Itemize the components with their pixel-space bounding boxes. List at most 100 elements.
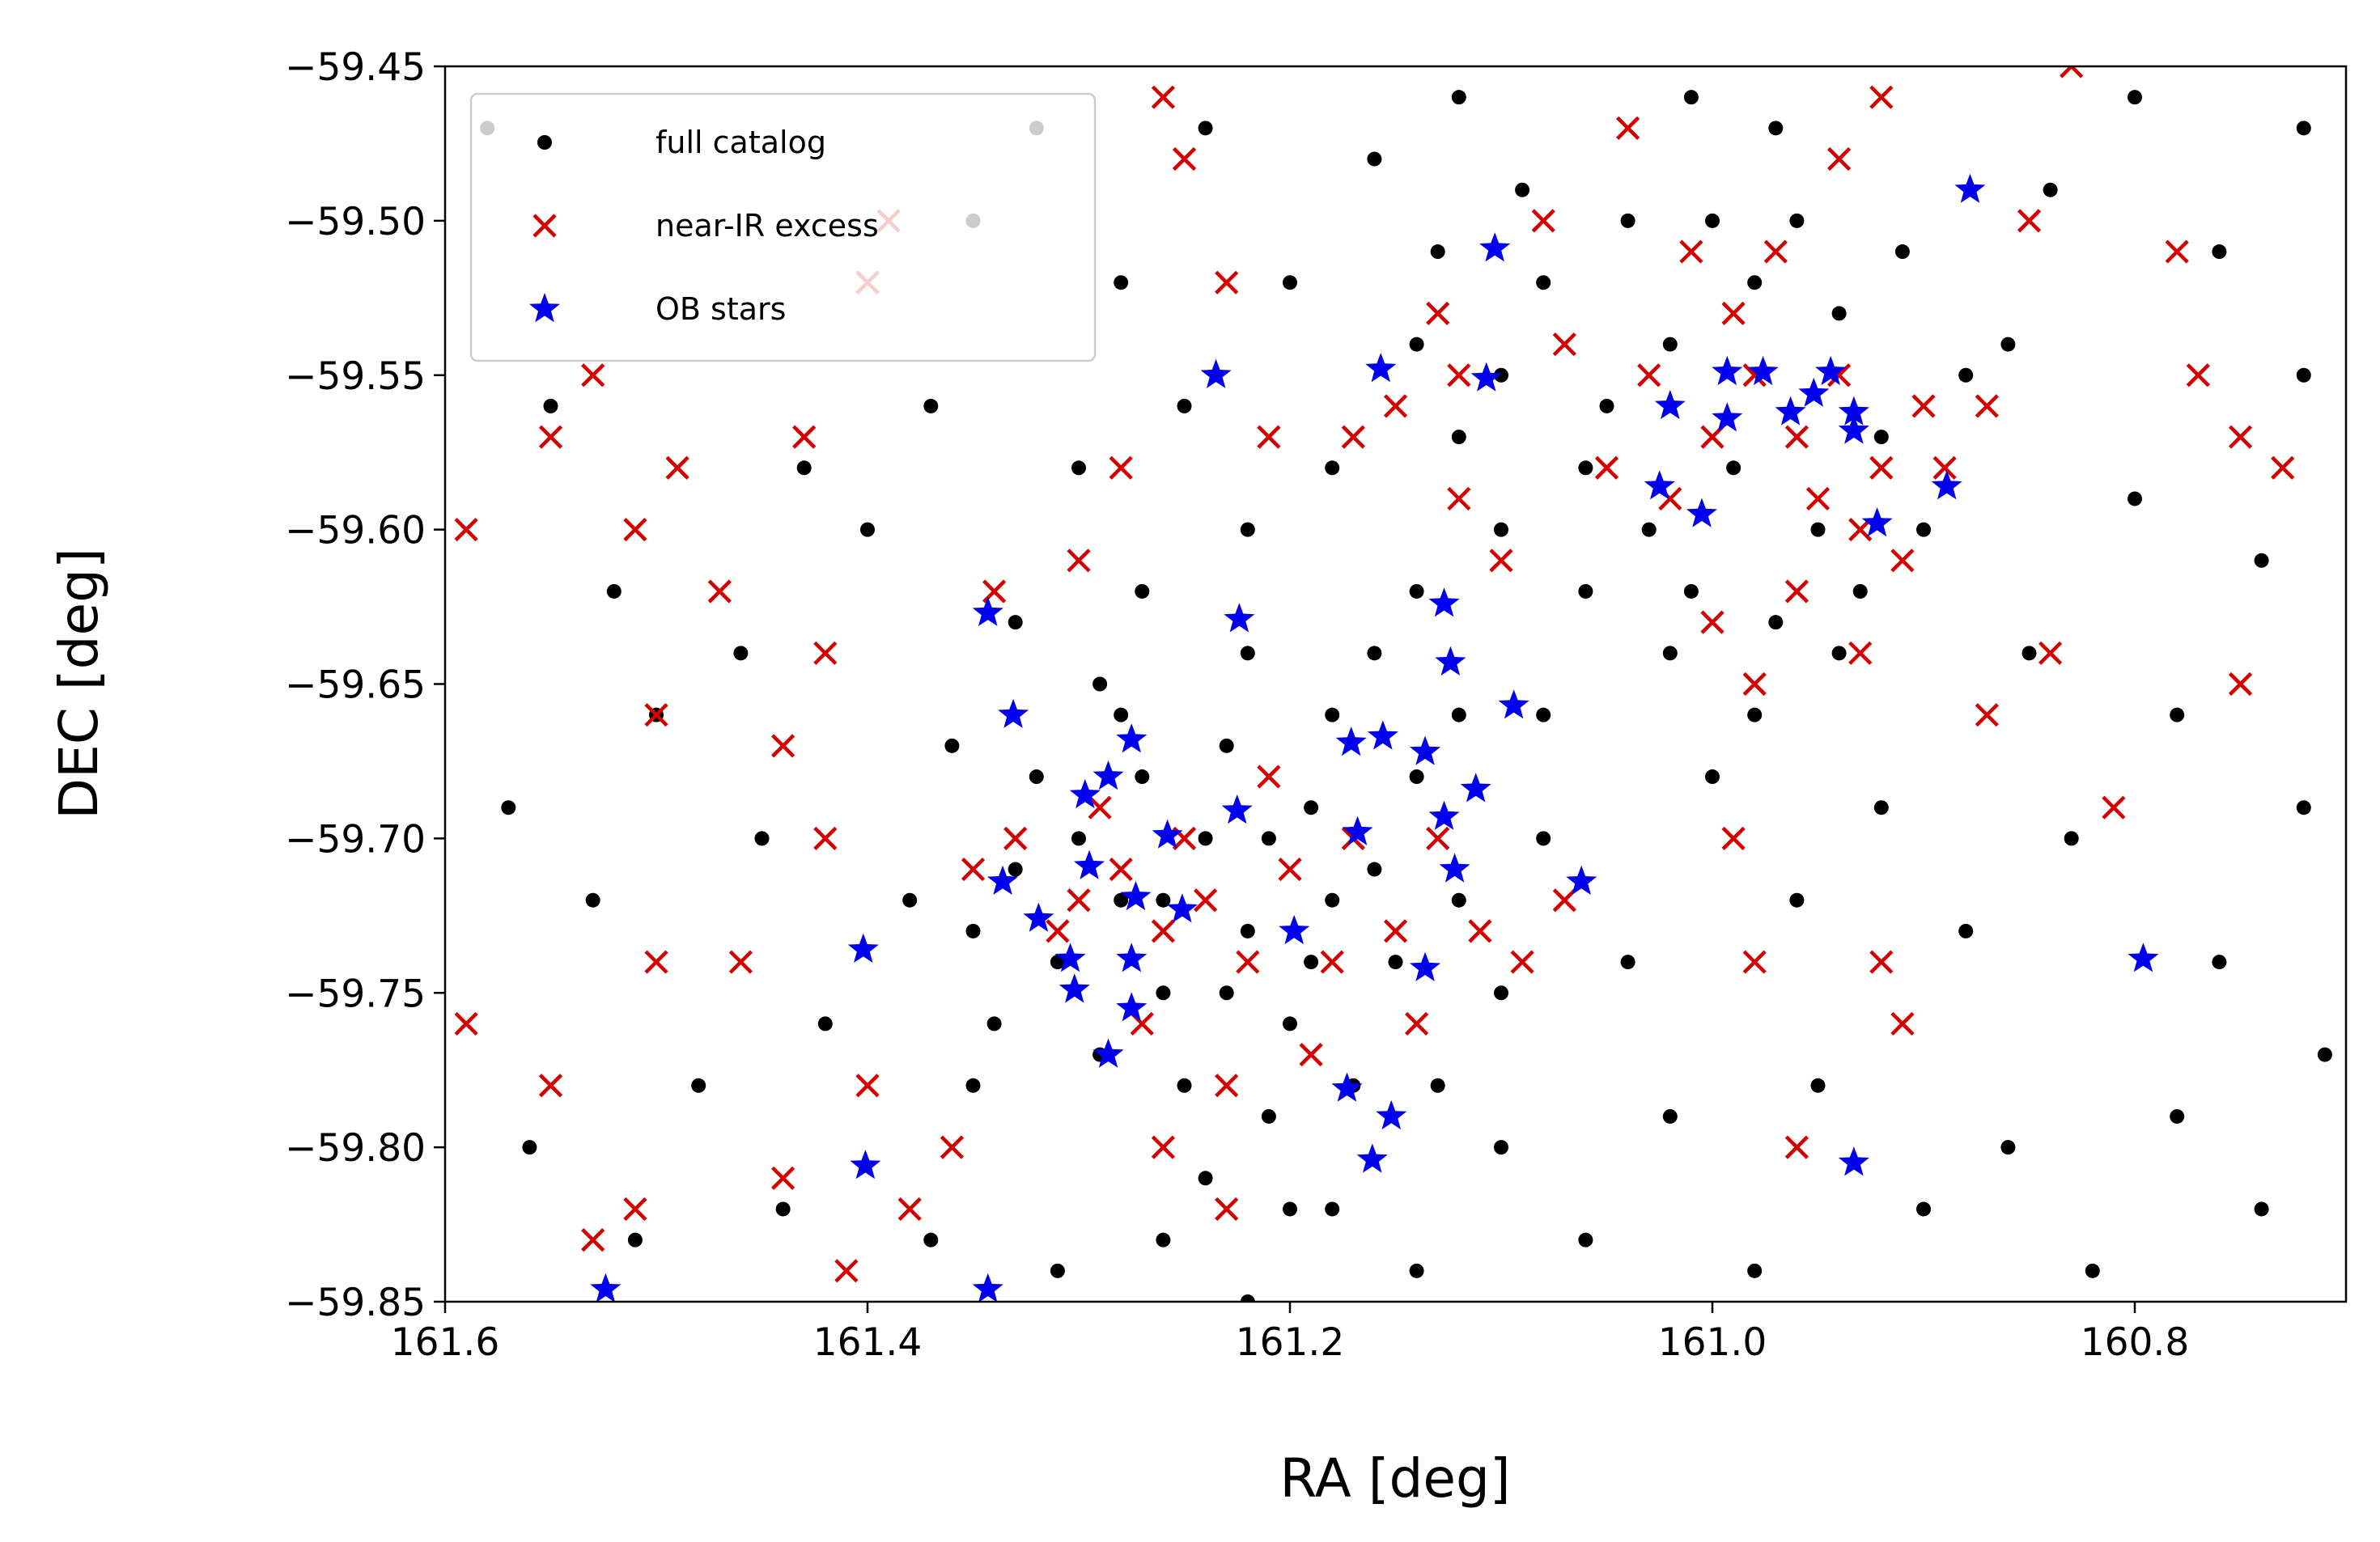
y-tick-label: −59.50 — [285, 200, 426, 244]
near-ir-excess-point — [581, 363, 605, 388]
near-ir-excess-point — [1869, 950, 1894, 974]
ob-star-point — [972, 596, 1003, 626]
legend-label: near-IR excess — [655, 208, 879, 244]
ob-star-point — [987, 865, 1019, 895]
ob-star-point — [1566, 865, 1597, 895]
catalog-point — [1662, 337, 1678, 352]
near-ir-excess-point — [1067, 549, 1091, 573]
catalog-legend-icon — [537, 135, 552, 150]
x-tick-label: 161.0 — [1658, 1320, 1767, 1365]
ob-star-point — [1654, 389, 1686, 420]
near-ir-excess-point — [1975, 394, 1999, 418]
ob-star-point — [1069, 778, 1101, 809]
catalog-point — [2317, 1047, 2332, 1062]
near-ir-excess-point — [813, 641, 838, 665]
catalog-point — [1578, 583, 1593, 599]
ob-star-point — [1798, 377, 1830, 407]
catalog-point — [2254, 1201, 2269, 1217]
legend-box — [469, 92, 1097, 362]
ob-star-point — [1116, 992, 1148, 1022]
near-ir-excess-point — [2165, 239, 2189, 264]
catalog-point — [1451, 430, 1466, 445]
catalog-point — [543, 398, 558, 413]
near-ir-excess-point — [1827, 146, 1852, 172]
near-ir-excess-point — [644, 950, 668, 974]
near-ir-excess-point — [961, 857, 986, 882]
near-ir-excess-point — [1890, 549, 1915, 573]
catalog-point — [1578, 1232, 1593, 1248]
near-ir-excess-point — [1215, 1074, 1239, 1098]
near-ir-excess-point — [454, 518, 478, 542]
near-ir-excess-point — [1784, 425, 1809, 449]
ob-star-point — [590, 1273, 622, 1302]
catalog-point — [860, 522, 875, 537]
near-ir-excess-point — [1383, 919, 1408, 943]
near-ir-excess-point — [1151, 85, 1175, 109]
catalog-point — [923, 398, 939, 413]
near-ir-excess-point — [707, 579, 732, 604]
legend-label: OB stars — [655, 291, 786, 327]
ob-star-point — [1221, 794, 1253, 824]
legend: full catalog near-IR excess OB stars — [469, 92, 1097, 362]
catalog-point — [1304, 800, 1319, 815]
catalog-point — [1198, 831, 1213, 846]
legend-item: full catalog — [537, 125, 826, 160]
ob-star-point — [1116, 723, 1148, 753]
x-tick-label: 161.6 — [391, 1320, 500, 1365]
catalog-point — [1705, 769, 1720, 785]
catalog-point — [1958, 923, 1974, 938]
near-ir-excess-point — [1215, 270, 1239, 294]
near-ir-excess-point — [1194, 888, 1218, 913]
catalog-point — [1683, 583, 1699, 599]
catalog-point — [1198, 1171, 1213, 1186]
ob-star-point — [1439, 853, 1470, 883]
catalog-point — [501, 800, 516, 815]
catalog-point — [1747, 275, 1763, 290]
ob-star-point — [1460, 773, 1491, 803]
near-ir-excess-point — [1784, 579, 1809, 604]
near-ir-excess-point — [1531, 209, 1555, 233]
catalog-point — [1494, 367, 1508, 383]
catalog-point — [1620, 955, 1635, 970]
near-ir-excess-point — [1975, 703, 1999, 727]
catalog-point — [1873, 430, 1889, 445]
near-ir-excess-point — [1109, 455, 1133, 480]
ob-star-point — [1838, 396, 1869, 426]
near-ir-excess-point — [1405, 1011, 1429, 1036]
catalog-point — [1304, 955, 1319, 970]
ob-star-point — [1861, 507, 1893, 537]
catalog-point — [1135, 583, 1150, 599]
x-axis: 161.6 161.4 161.2 161.0 160.8 — [391, 1302, 2189, 1365]
near-ir-excess-point — [644, 703, 668, 727]
near-ir-excess-point — [1552, 888, 1576, 913]
catalog-point — [1494, 985, 1508, 1001]
catalog-point — [2296, 800, 2311, 815]
near-ir-excess-point — [982, 579, 1007, 604]
catalog-point — [522, 1140, 537, 1155]
catalog-point — [1451, 707, 1466, 722]
ob-star-point — [1335, 727, 1367, 756]
x-tick-label: 161.2 — [1236, 1320, 1345, 1365]
catalog-point — [1430, 1078, 1445, 1093]
y-tick-label: −59.80 — [285, 1126, 426, 1171]
catalog-point — [1114, 707, 1129, 722]
catalog-point — [1789, 213, 1805, 228]
catalog-point — [1894, 244, 1910, 260]
ob-star-point — [1092, 760, 1124, 790]
x-tick-label: 161.4 — [813, 1320, 923, 1365]
catalog-point — [1451, 892, 1466, 908]
near-ir-excess-point — [1869, 85, 1894, 109]
near-ir-excess-point — [940, 1135, 964, 1159]
near-ir-excess-point — [1426, 301, 1450, 325]
catalog-point — [986, 1016, 1002, 1032]
near-ir-excess-point — [1721, 301, 1746, 325]
catalog-point — [1325, 707, 1340, 722]
catalog-point — [1388, 955, 1403, 970]
near-ir-excess-point — [1890, 1011, 1915, 1036]
ob-star-point — [1479, 232, 1511, 262]
catalog-point — [1916, 1201, 1931, 1217]
catalog-point — [1283, 1016, 1297, 1032]
catalog-point — [1325, 1201, 1340, 1217]
catalog-point — [1620, 213, 1635, 228]
ob-star-point — [847, 933, 879, 963]
